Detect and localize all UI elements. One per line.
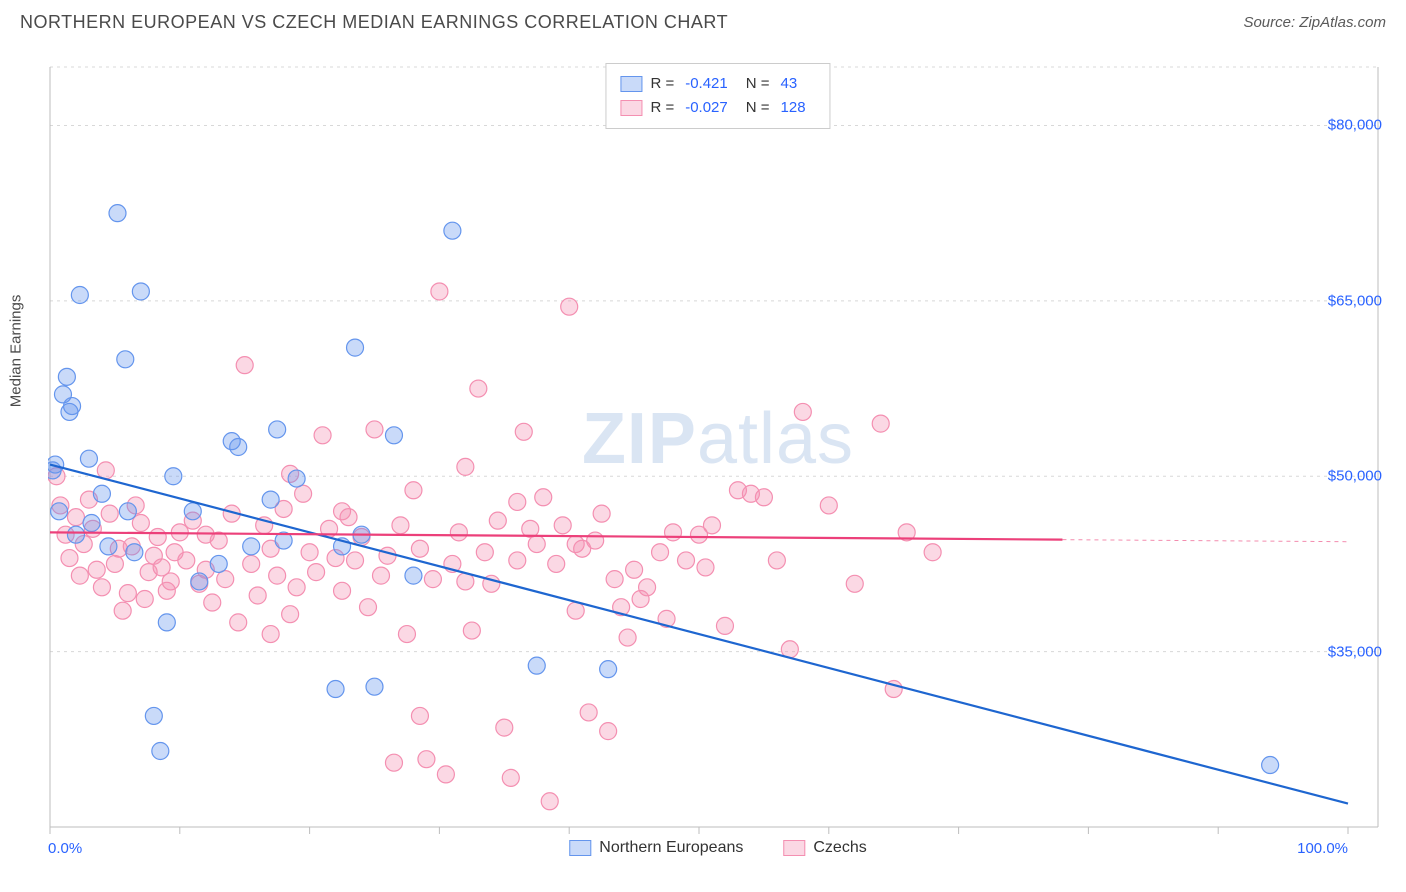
legend-series: Northern Europeans Czechs	[569, 839, 866, 857]
stat-n-value-0: 43	[781, 72, 798, 96]
legend-series-swatch-1	[783, 840, 805, 856]
legend-series-swatch-0	[569, 840, 591, 856]
stat-r-value-1: -0.027	[685, 96, 728, 120]
x-axis-right-label: 100.0%	[1297, 840, 1348, 857]
chart-source: Source: ZipAtlas.com	[1243, 14, 1386, 31]
chart-title: NORTHERN EUROPEAN VS CZECH MEDIAN EARNIN…	[20, 12, 728, 33]
stat-n-label: N =	[746, 72, 770, 96]
x-axis-left-label: 0.0%	[48, 840, 82, 857]
y-tick-label: $35,000	[1328, 643, 1382, 660]
stat-r-value-0: -0.421	[685, 72, 728, 96]
y-tick-label: $50,000	[1328, 468, 1382, 485]
legend-series-label-1: Czechs	[813, 839, 866, 857]
stat-n-value-1: 128	[781, 96, 806, 120]
legend-stats-row-0: R = -0.421 N = 43	[620, 72, 815, 96]
legend-stats-row-1: R = -0.027 N = 128	[620, 96, 815, 120]
legend-series-item-1: Czechs	[783, 839, 866, 857]
stat-r-label: R =	[650, 96, 674, 120]
legend-stats: R = -0.421 N = 43 R = -0.027 N = 128	[605, 63, 830, 129]
y-tick-label: $65,000	[1328, 292, 1382, 309]
y-axis-label: Median Earnings	[8, 295, 25, 408]
y-tick-label: $80,000	[1328, 117, 1382, 134]
legend-series-item-0: Northern Europeans	[569, 839, 743, 857]
stat-n-label: N =	[746, 96, 770, 120]
legend-swatch-1	[620, 100, 642, 116]
chart-container: Median Earnings ZIPatlas R = -0.421 N = …	[48, 55, 1388, 855]
chart-header: NORTHERN EUROPEAN VS CZECH MEDIAN EARNIN…	[0, 0, 1406, 41]
stat-r-label: R =	[650, 72, 674, 96]
legend-swatch-0	[620, 76, 642, 92]
scatter-chart	[48, 55, 1388, 855]
legend-series-label-0: Northern Europeans	[599, 839, 743, 857]
